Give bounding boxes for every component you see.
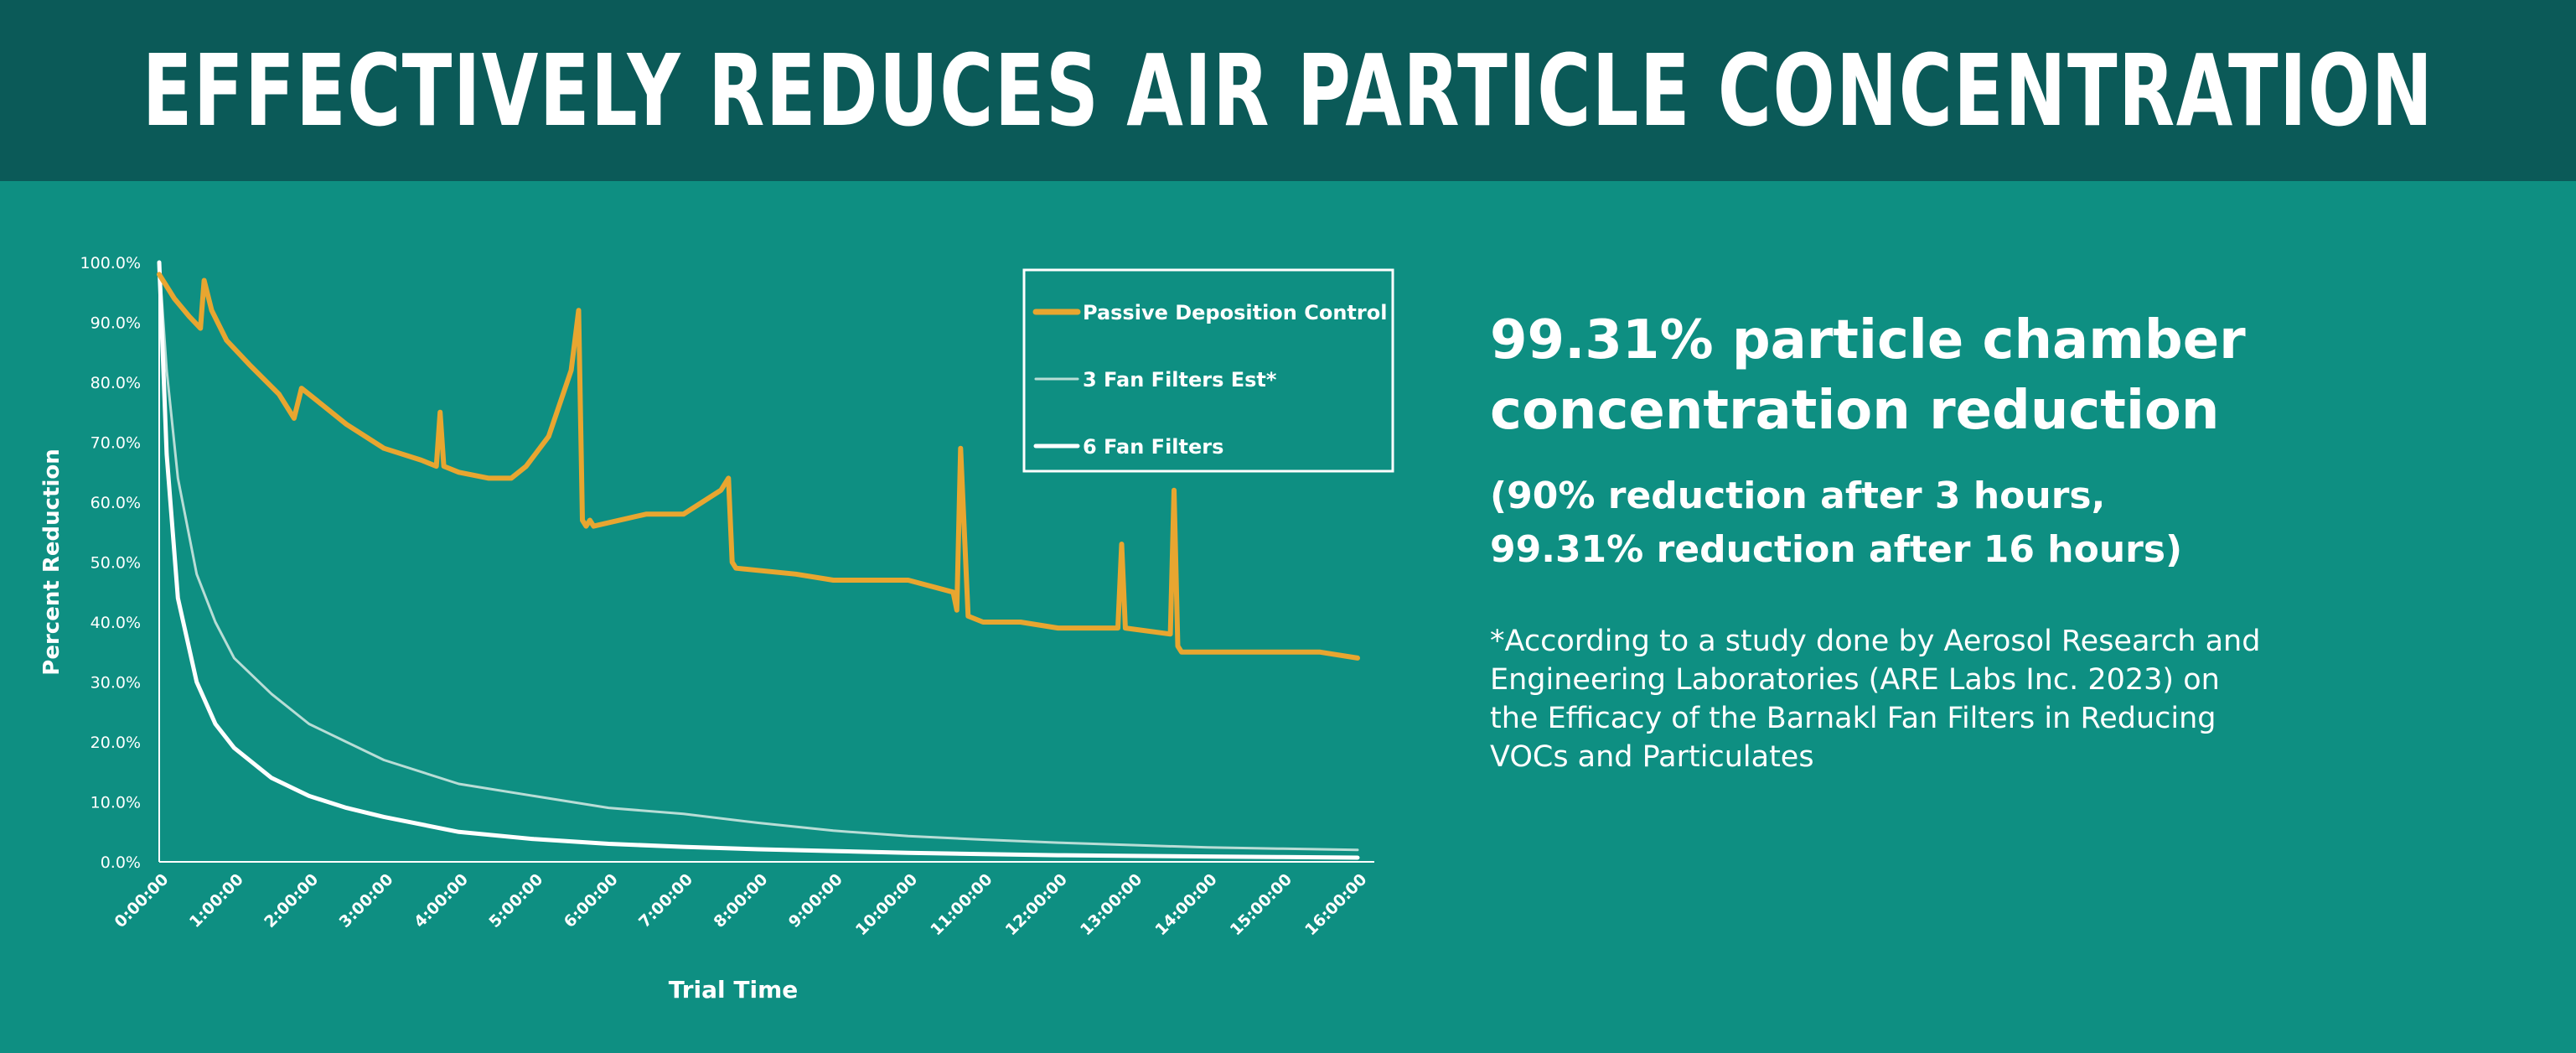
page-title: EFFECTIVELY REDUCES AIR PARTICLE CONCENT…	[142, 33, 2434, 148]
sub-stat: (90% reduction after 3 hours, 99.31% red…	[1490, 469, 2496, 577]
footnote-line-2: Engineering Laboratories (ARE Labs Inc. …	[1490, 663, 2220, 697]
x-tick-label: 11:00:00	[927, 870, 996, 939]
footnote-line-1: *According to a study done by Aerosol Re…	[1490, 625, 2261, 658]
x-tick-label: 5:00:00	[485, 870, 546, 931]
x-axis-label: Trial Time	[669, 976, 799, 1004]
y-tick-label: 60.0%	[91, 494, 141, 512]
x-tick-label: 2:00:00	[261, 870, 322, 931]
x-tick-label: 9:00:00	[785, 870, 846, 931]
y-tick-label: 80.0%	[91, 374, 141, 392]
series-line-passive-deposition-control	[157, 272, 1360, 661]
y-tick-label: 40.0%	[91, 614, 141, 632]
y-axis-label: Percent Reduction	[39, 449, 65, 675]
x-tick-label: 1:00:00	[186, 870, 247, 931]
sub-line-1: (90% reduction after 3 hours,	[1490, 475, 2106, 517]
x-tick-label: 15:00:00	[1227, 870, 1296, 939]
series-line-3-fan-filters	[158, 261, 1359, 852]
footnote-line-4: VOCs and Particulates	[1490, 740, 1814, 774]
x-tick-label: 0:00:00	[111, 870, 172, 931]
x-tick-label: 3:00:00	[336, 870, 397, 931]
x-tick-label: 10:00:00	[852, 870, 921, 939]
x-tick-label: 12:00:00	[1002, 870, 1071, 939]
title-banner	[0, 0, 2576, 181]
y-tick-label: 10.0%	[91, 794, 141, 812]
headline-line-2: concentration reduction	[1490, 380, 2220, 442]
x-tick-label: 16:00:00	[1301, 870, 1370, 939]
y-tick-label: 20.0%	[91, 734, 141, 752]
y-tick-label: 100.0%	[80, 254, 141, 272]
sub-line-2: 99.31% reduction after 16 hours)	[1490, 528, 2183, 571]
footnote: *According to a study done by Aerosol Re…	[1490, 622, 2412, 776]
legend-label: 6 Fan Filters	[1083, 435, 1223, 459]
legend-box	[1022, 268, 1394, 473]
x-tick-label: 7:00:00	[635, 870, 696, 931]
footnote-line-3: the Efficacy of the Barnakl Fan Filters …	[1490, 702, 2216, 735]
y-tick-label: 70.0%	[91, 434, 141, 453]
chart: 0.0% 10.0% 20.0% 30.0% 40.0% 50.0% 60.0% 70.0% 8…	[39, 254, 1394, 1004]
headline-line-1: 99.31% particle chamber	[1490, 309, 2246, 371]
headline-stat: 99.31% particle chamber concentration re…	[1490, 305, 2454, 446]
y-tick-label: 30.0%	[91, 674, 141, 692]
x-tick-label: 13:00:00	[1077, 870, 1146, 939]
x-tick-label: 8:00:00	[710, 870, 771, 931]
series-line-6-fan-filters	[157, 260, 1360, 860]
x-tick-label: 14:00:00	[1151, 870, 1220, 939]
x-tick-label: 4:00:00	[411, 870, 472, 931]
y-tick-label: 50.0%	[91, 554, 141, 573]
y-tick-label: 90.0%	[91, 314, 141, 333]
legend-label: Passive Deposition Control	[1083, 301, 1387, 324]
x-tick-label: 6:00:00	[561, 870, 622, 931]
legend-label: 3 Fan Filters Est*	[1083, 368, 1277, 392]
y-tick-label: 0.0%	[101, 853, 141, 872]
